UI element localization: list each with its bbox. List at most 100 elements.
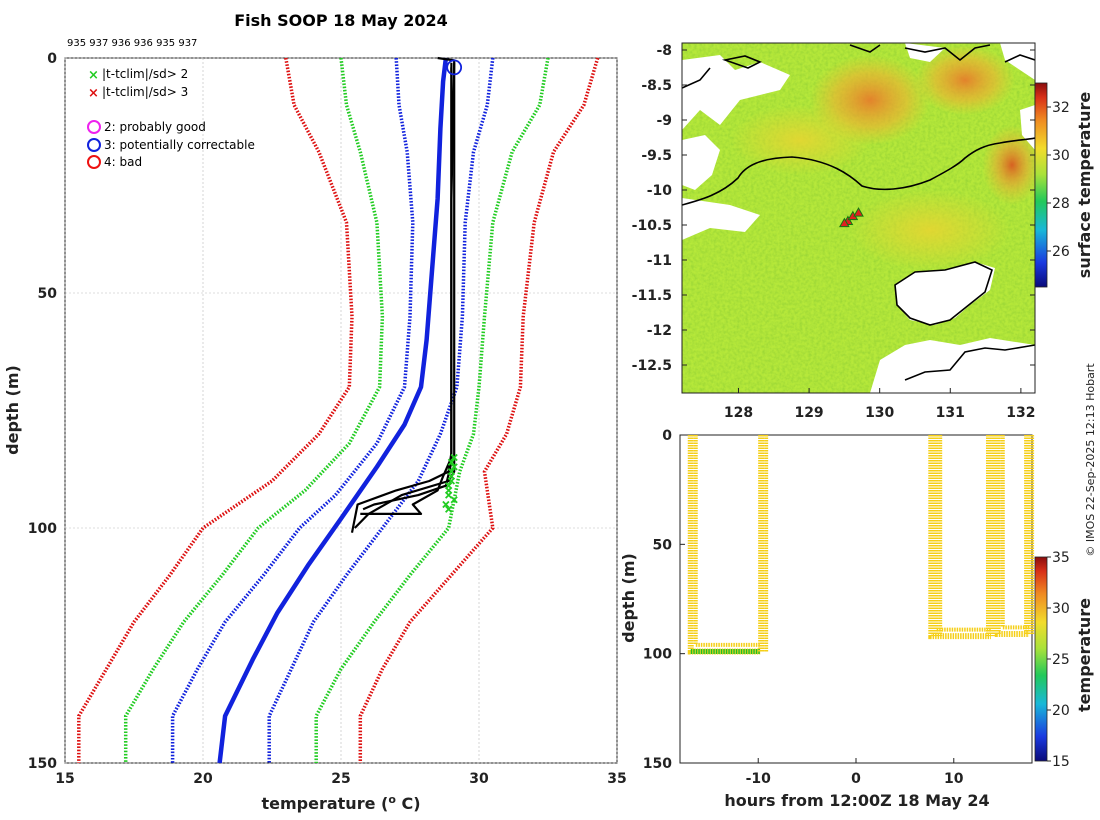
x-tick-label: 30 <box>469 771 489 787</box>
sst-colorbar: 26 28 30 32 surface temperature <box>1034 82 1094 288</box>
flag-sd2-marker <box>447 477 456 485</box>
map-y-tick-label: -12.5 <box>632 358 672 374</box>
legend-qc4-label: 4: bad <box>104 155 142 169</box>
series-clim_plus_1sd <box>267 57 495 763</box>
section-cast <box>693 435 761 647</box>
legend-qc2-label: 2: probably good <box>104 120 206 134</box>
flag-sd2-marker <box>445 505 453 513</box>
sst-colorbar-bar <box>1034 82 1048 288</box>
section-cast <box>928 435 991 640</box>
section-colorbar-tick-label: 35 <box>1052 550 1070 566</box>
sst-yellow-patch <box>850 190 1010 270</box>
sst-colorbar-tick-label: 28 <box>1052 196 1070 212</box>
map-ticks: 128 129 130 131 132 -8 -8.5 -9 -9.5 -10 -10.5 -11 -1… <box>632 43 1036 421</box>
series-clim_minus_3sd <box>77 57 354 763</box>
sst-map: 128 129 130 131 132 -8 -8.5 -9 -9.5 -10 -10.5 -11 -1… <box>632 42 1036 421</box>
sst-colorbar-ticks: 26 28 30 32 <box>1047 100 1070 260</box>
profile-ticks: 15 20 25 30 35 0 50 100 150 <box>28 51 627 787</box>
legend-sd3-marker: × <box>88 86 99 101</box>
y-tick-label: 100 <box>28 521 57 537</box>
profile-ids: 935 937 936 936 935 937 <box>67 38 197 49</box>
section-colorbar-tick-label: 30 <box>1052 601 1070 617</box>
section-colorbar-ticks: 15 20 25 30 35 <box>1047 550 1070 770</box>
section-cast <box>994 435 1030 637</box>
flag-sd2-marker <box>450 453 458 462</box>
station-markers <box>839 207 864 228</box>
profile-y-label: depth (m) <box>3 365 22 455</box>
section-cast <box>934 435 991 632</box>
section-colorbar-tick-label: 25 <box>1052 652 1070 668</box>
coastline <box>682 44 1035 381</box>
map-y-tick-label: -9.5 <box>641 148 672 164</box>
x-tick-label: 20 <box>193 771 213 787</box>
x-tick-label: 25 <box>331 771 350 787</box>
credit: © IMOS 22-Sep-2025 12:13 Hobart <box>1084 363 1097 557</box>
section-colorbar-label: temperature <box>1075 598 1094 712</box>
series-clim_plus_3sd <box>358 57 600 763</box>
legend-sd2-marker: × <box>88 68 99 83</box>
legend-qc4-marker <box>87 155 101 169</box>
section-y-tick-label: 0 <box>662 428 672 444</box>
map-y-tick-label: -10.5 <box>632 218 672 234</box>
map-x-tick-label: 132 <box>1006 405 1035 421</box>
map-x-tick-label: 128 <box>724 405 753 421</box>
map-y-tick-label: -11 <box>647 253 672 269</box>
section-x-tick-label: 10 <box>944 771 964 787</box>
y-tick-label: 50 <box>38 286 58 302</box>
section-x-tick-label: -10 <box>746 771 772 787</box>
flag-sd2-marker <box>445 491 453 499</box>
legend-qc2-marker <box>87 120 101 134</box>
series-climatology <box>217 57 449 764</box>
y-tick-label: 0 <box>47 51 57 67</box>
section-colorbar-tick-label: 15 <box>1052 754 1070 770</box>
section-series <box>687 435 1035 655</box>
map-x-tick-label: 130 <box>865 405 894 421</box>
flag-sd2-marker <box>447 467 456 476</box>
profile-plot: 15 20 25 30 35 0 50 100 150 <box>28 51 627 787</box>
section-plot-frame <box>679 434 1033 764</box>
profile-grid <box>64 57 618 764</box>
section-y-tick-label: 100 <box>643 647 672 663</box>
series-clim_plus_2sd <box>314 57 550 763</box>
legend-sd3-label: |t-tclim|/sd> 3 <box>102 85 188 99</box>
flag-sd2-marker <box>447 458 456 466</box>
flag-sd2-marker <box>442 500 450 509</box>
flag-sd2-marker <box>450 496 458 504</box>
x-tick-label: 15 <box>55 771 74 787</box>
map-y-tick-label: -9 <box>656 113 672 129</box>
map-x-tick-label: 129 <box>794 405 823 421</box>
sst-colorbar-tick-label: 32 <box>1052 100 1070 116</box>
section-colorbar-tick-label: 20 <box>1052 703 1070 719</box>
profile-series <box>77 56 600 764</box>
y-tick-label: 150 <box>28 756 57 772</box>
profile-x-label: temperature (o C) <box>261 793 420 813</box>
legend-qc3-marker <box>87 138 101 152</box>
legend: × |t-tclim|/sd> 2 × |t-tclim|/sd> 3 2: p… <box>87 67 255 169</box>
sst-colorbar-tick-label: 26 <box>1052 244 1070 260</box>
section-x-label: hours from 12:00Z 18 May 24 <box>724 791 989 810</box>
series-clim_minus_2sd <box>123 57 385 763</box>
sst-colorbar-tick-label: 30 <box>1052 148 1070 164</box>
flag-sd2-marker <box>445 482 453 490</box>
station-marker <box>853 207 864 217</box>
legend-qc3-label: 3: potentially correctable <box>104 138 255 152</box>
sst-yellow-patch <box>730 105 870 175</box>
section-y-tick-label: 150 <box>643 756 672 772</box>
map-y-tick-label: -10 <box>647 183 673 199</box>
map-y-tick-label: -12 <box>647 323 672 339</box>
section-colorbar-bar <box>1034 556 1048 762</box>
sst-warm-patch <box>982 125 1035 205</box>
chart-title: Fish SOOP 18 May 2024 <box>234 11 448 30</box>
map-y-tick-label: -8.5 <box>641 78 672 94</box>
section-x-tick-label: 0 <box>851 771 861 787</box>
map-y-tick-label: -11.5 <box>632 288 672 304</box>
section-y-label: depth (m) <box>619 553 638 643</box>
x-tick-label: 35 <box>607 771 626 787</box>
series-clim_minus_1sd <box>170 57 415 763</box>
missing-data <box>682 43 1035 393</box>
sst-colorbar-label: surface temperature <box>1075 92 1094 279</box>
temperature-profile <box>360 62 453 515</box>
section-colorbar: 15 20 25 30 35 temperature <box>1034 550 1094 770</box>
